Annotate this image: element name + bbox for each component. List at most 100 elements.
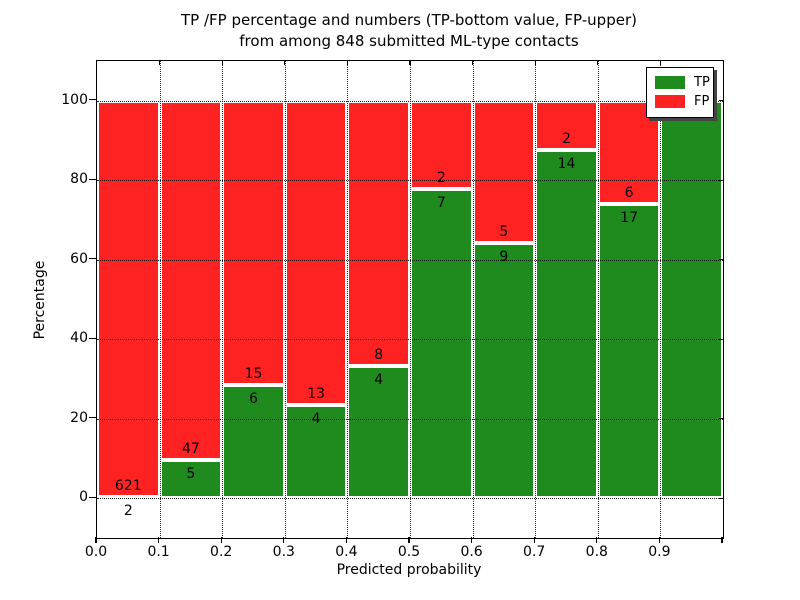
bar-count-label-tp: 4 bbox=[311, 410, 321, 427]
y-tick-label: 60 bbox=[70, 250, 88, 267]
y-tick-right bbox=[719, 418, 723, 420]
bar-count-label-tp: 5 bbox=[186, 466, 196, 482]
gridline-vertical bbox=[159, 61, 161, 538]
x-tick-label: 0.9 bbox=[648, 544, 671, 560]
bar-segment-tp bbox=[347, 365, 410, 499]
x-tick-label: 0.3 bbox=[272, 544, 295, 560]
x-tick-top bbox=[159, 61, 161, 65]
x-tick bbox=[158, 537, 160, 543]
y-tick bbox=[89, 496, 96, 498]
bar-count-label-fp: 5 bbox=[499, 223, 509, 240]
x-tick-label: 0.5 bbox=[397, 544, 421, 560]
x-tick bbox=[345, 537, 347, 543]
y-tick-label: 0 bbox=[79, 489, 88, 506]
x-tick-top bbox=[409, 61, 411, 65]
y-tick bbox=[89, 99, 96, 101]
bar-segment-tp bbox=[597, 204, 661, 499]
y-tick-right bbox=[719, 100, 723, 102]
gridline-vertical bbox=[472, 61, 474, 538]
legend-row-tp: TP bbox=[655, 73, 710, 92]
x-tick-top bbox=[597, 61, 599, 65]
x-tick-top bbox=[659, 61, 661, 65]
x-tick-top bbox=[346, 61, 348, 65]
bar-count-label-fp: 8 bbox=[374, 346, 384, 363]
x-tick-label: 0.4 bbox=[335, 544, 358, 560]
chart-title-line2: from among 848 submitted ML-type contact… bbox=[239, 32, 579, 50]
y-tick-right bbox=[719, 179, 723, 181]
x-tick-label: 0.2 bbox=[210, 544, 233, 560]
bar-count-label-tp: 7 bbox=[436, 195, 446, 212]
y-tick-label: 20 bbox=[70, 409, 88, 426]
bar-segment-fp bbox=[472, 100, 536, 243]
gridline-vertical bbox=[535, 61, 537, 538]
bar-count-label-tp: 4 bbox=[374, 371, 384, 388]
x-tick bbox=[596, 537, 598, 543]
bar-segment-tp bbox=[660, 100, 723, 499]
tp-legend-swatch bbox=[655, 76, 685, 89]
bar-segment-fp bbox=[597, 100, 661, 205]
bar-segment-tp bbox=[284, 404, 348, 499]
x-tick-label: 0.0 bbox=[84, 544, 108, 560]
gridline-vertical bbox=[410, 61, 411, 538]
bar-count-label-tp: 17 bbox=[620, 210, 638, 227]
bar-segment-tp bbox=[472, 242, 536, 499]
x-tick bbox=[658, 537, 660, 543]
x-tick bbox=[95, 537, 97, 543]
y-axis-label: Percentage bbox=[32, 260, 48, 340]
x-tick-top bbox=[534, 61, 536, 65]
bar-count-label-fp: 13 bbox=[307, 385, 325, 402]
chart-title-line1: TP /FP percentage and numbers (TP-bottom… bbox=[181, 11, 637, 29]
bar-segment-tp bbox=[410, 189, 473, 499]
y-tick-right bbox=[719, 497, 723, 499]
y-tick bbox=[89, 417, 96, 419]
x-axis-label: Predicted probability bbox=[336, 562, 482, 578]
bar-segment-fp bbox=[347, 100, 410, 366]
bar-segment-fp bbox=[222, 100, 285, 385]
x-tick-label: 0.7 bbox=[523, 544, 546, 560]
bar-segment-tp bbox=[535, 150, 598, 499]
x-tick bbox=[721, 537, 723, 543]
gridline-vertical bbox=[347, 61, 349, 538]
bar-count-label-tp: 14 bbox=[557, 156, 576, 173]
bar-count-label-tp: 2 bbox=[123, 502, 133, 519]
bar-segment-tp bbox=[159, 460, 223, 499]
x-tick-label: 0.1 bbox=[147, 544, 170, 560]
y-tick-label: 80 bbox=[70, 171, 88, 188]
fp-legend-label: FP bbox=[694, 94, 710, 109]
bar-count-label-fp: 2 bbox=[436, 170, 446, 187]
y-tick-label: 40 bbox=[70, 330, 88, 347]
legend-row-fp: FP bbox=[655, 92, 709, 111]
bar-count-label-tp: 6 bbox=[249, 390, 258, 407]
x-tick bbox=[471, 537, 473, 543]
y-tick-label: 100 bbox=[61, 91, 88, 108]
gridline-vertical bbox=[222, 61, 224, 538]
x-tick bbox=[283, 537, 285, 543]
x-tick-top bbox=[284, 61, 286, 65]
legend: TP FP bbox=[646, 67, 714, 118]
bar-count-label-fp: 47 bbox=[181, 441, 200, 457]
y-tick-right bbox=[719, 338, 723, 340]
x-tick bbox=[220, 537, 222, 543]
fp-legend-swatch bbox=[655, 95, 685, 108]
bar-segment-fp bbox=[159, 100, 223, 460]
gridline-vertical bbox=[284, 61, 286, 538]
bar-count-label-fp: 2 bbox=[562, 131, 571, 148]
plot-area: TP FP 6212475156134842759214617061 bbox=[96, 60, 724, 539]
bar-segment-fp bbox=[284, 100, 348, 405]
bar-count-label-fp: 621 bbox=[114, 477, 142, 494]
bar-count-label-fp: 6 bbox=[624, 185, 634, 202]
x-tick bbox=[533, 537, 535, 543]
tp-legend-label: TP bbox=[694, 75, 710, 90]
y-tick bbox=[89, 258, 96, 260]
bar-segment-fp bbox=[97, 100, 160, 497]
x-tick-top bbox=[221, 61, 223, 65]
x-tick-label: 0.8 bbox=[585, 544, 608, 560]
x-tick-label: 0.6 bbox=[460, 544, 483, 560]
y-tick bbox=[89, 178, 96, 180]
y-tick bbox=[89, 337, 96, 339]
chart-title: TP /FP percentage and numbers (TP-bottom… bbox=[18, 10, 800, 52]
gridline-vertical bbox=[597, 61, 599, 538]
x-tick-top bbox=[472, 61, 474, 65]
x-tick bbox=[408, 537, 410, 543]
